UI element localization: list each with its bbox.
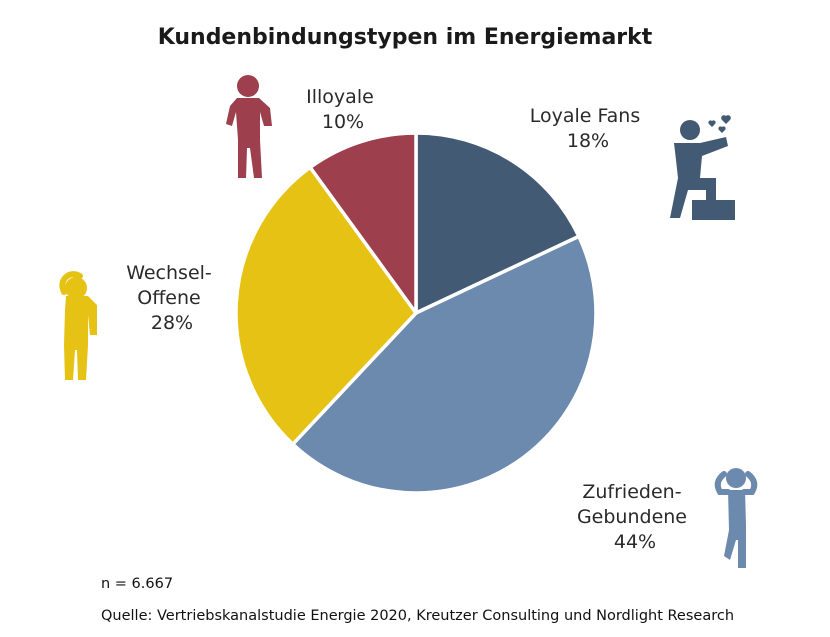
pie-slice-illoyale — [308, 131, 418, 315]
pie-slices — [234, 131, 598, 495]
slice-label-illoyale: Illoyale 10% — [306, 86, 380, 133]
sample-size: n = 6.667 — [101, 576, 173, 592]
celebrating-person-icon — [670, 115, 735, 220]
thinking-person-icon — [59, 271, 97, 380]
slice-label-wechsel-offene: Wechsel- Offene 28% — [126, 262, 218, 334]
relaxed-person-icon — [714, 468, 758, 568]
slice-label-loyale-fans: Loyale Fans 18% — [530, 105, 647, 152]
chart-title: Kundenbindungstypen im Energiemarkt — [158, 25, 653, 50]
slice-label-zufrieden-gebundene: Zufrieden- Gebundene 44% — [577, 481, 693, 553]
pie-slice-wechsel-offene — [234, 165, 418, 446]
pie-slice-zufrieden-gebundene — [291, 234, 598, 495]
unhappy-person-icon — [226, 75, 272, 178]
pie-slice-loyale-fans — [414, 131, 581, 315]
source-note: Quelle: Vertriebskanalstudie Energie 202… — [101, 608, 734, 624]
